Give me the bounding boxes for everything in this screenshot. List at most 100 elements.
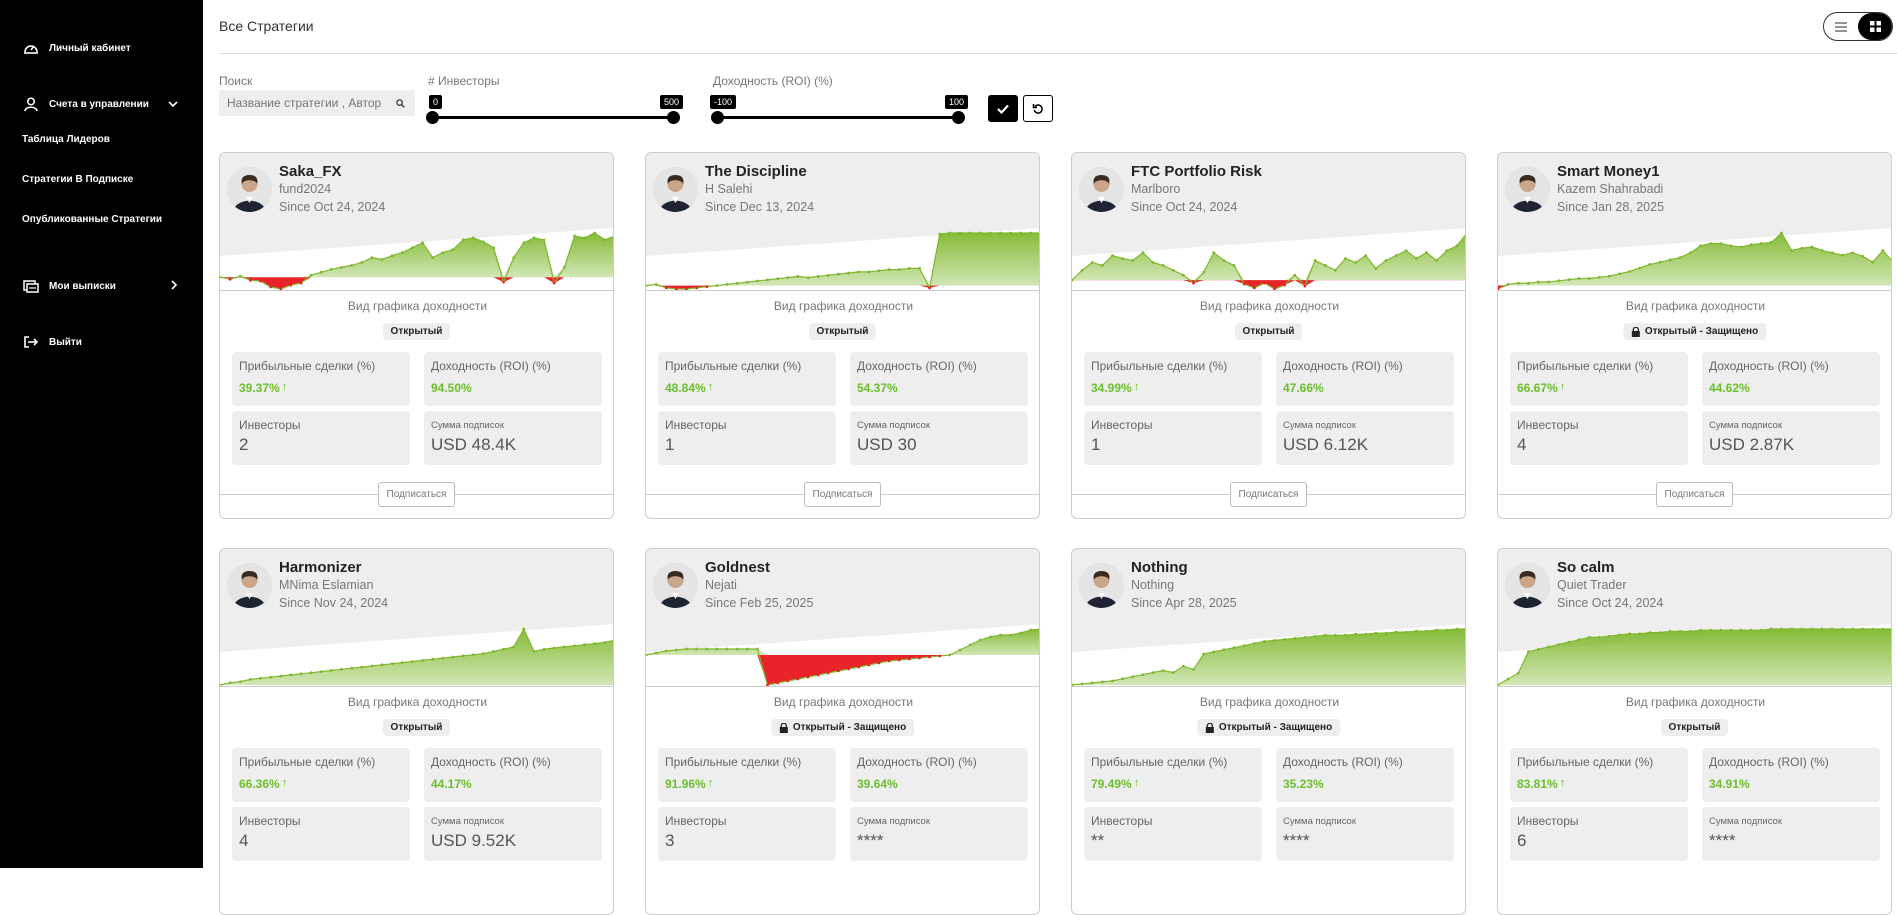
stat-value: 1 xyxy=(1091,435,1100,455)
stat-value: 34.99%↑ xyxy=(1091,381,1139,395)
slider-max-handle[interactable] xyxy=(667,111,680,124)
chart-point xyxy=(1649,263,1652,266)
chart-point xyxy=(726,283,729,286)
stat-value: 6 xyxy=(1517,831,1526,851)
subscribe-button[interactable]: Подписаться xyxy=(378,482,456,507)
chart-point xyxy=(786,276,789,279)
strategy-author: Nejati xyxy=(705,578,737,592)
sidebar-item-managed-accounts[interactable]: Счета в управлении xyxy=(22,96,192,112)
positive-area xyxy=(1498,233,1892,286)
subscribe-button[interactable]: Подписаться xyxy=(804,482,882,507)
check-icon xyxy=(997,104,1009,114)
chart-point xyxy=(563,646,566,649)
arrow-up-icon: ↑ xyxy=(708,381,714,393)
sidebar-item-label: Выйти xyxy=(49,337,82,348)
slider-max-handle[interactable] xyxy=(952,111,965,124)
chart-point xyxy=(1263,282,1266,285)
stat-value: ** xyxy=(1091,831,1104,851)
search-input[interactable] xyxy=(227,96,393,110)
sidebar-item-published-strategies[interactable]: Опубликованные Стратегии xyxy=(22,214,162,225)
view-toggle[interactable] xyxy=(1823,12,1893,41)
chevron-down-icon xyxy=(168,97,178,111)
chart-point xyxy=(1699,244,1702,247)
subscribe-button[interactable]: Подписаться xyxy=(1656,482,1734,507)
stat-value: **** xyxy=(1283,831,1309,851)
chart-title: Вид графика доходности xyxy=(646,299,1040,313)
chart-point xyxy=(1851,251,1854,254)
sidebar-item-subscribed-strategies[interactable]: Стратегии В Подписке xyxy=(22,174,133,185)
sidebar-item-dashboard[interactable]: Личный кабинет xyxy=(22,40,131,56)
chart-point xyxy=(1628,270,1631,273)
slider-min-handle[interactable] xyxy=(426,111,439,124)
strategy-name[interactable]: So calm xyxy=(1557,559,1615,576)
stat-value: 83.81%↑ xyxy=(1517,777,1565,791)
sidebar-item-statements[interactable]: Мои выписки xyxy=(22,278,192,294)
sidebar-item-leaderboard[interactable]: Таблица Лидеров xyxy=(22,134,110,145)
search-icon[interactable] xyxy=(393,96,407,110)
chart-point xyxy=(1709,629,1712,632)
stat-value: USD 2.87K xyxy=(1709,435,1794,455)
chart-point xyxy=(1861,255,1864,258)
roi-chart xyxy=(1072,231,1466,291)
stat-label: Сумма подписок xyxy=(1709,816,1782,827)
stat-label: Сумма подписок xyxy=(1709,420,1782,431)
chart-point xyxy=(695,648,698,651)
strategy-name[interactable]: Smart Money1 xyxy=(1557,163,1660,180)
roi-filter-label: Доходность (ROI) (%) xyxy=(713,74,833,88)
chart-point xyxy=(1709,242,1712,245)
chart-point xyxy=(1172,269,1175,272)
chart-point xyxy=(522,241,525,244)
chart-point xyxy=(1425,251,1428,254)
strategy-name[interactable]: FTC Portfolio Risk xyxy=(1131,163,1262,180)
chart-point xyxy=(1091,682,1094,685)
strategy-name[interactable]: The Discipline xyxy=(705,163,807,180)
chart-point xyxy=(472,653,475,656)
chart-point xyxy=(1730,629,1733,632)
strategy-name[interactable]: Goldnest xyxy=(705,559,770,576)
chart-point xyxy=(646,284,647,287)
chart-point xyxy=(665,287,668,290)
chart-point xyxy=(1131,259,1134,262)
stat-label: Прибыльные сделки (%) xyxy=(1517,359,1653,373)
sidebar-item-logout[interactable]: Выйти xyxy=(22,334,82,350)
investors-filter-label: # Инвесторы xyxy=(428,74,500,88)
roi-range-slider[interactable]: -100 100 xyxy=(711,92,965,122)
chart-point xyxy=(1283,638,1286,641)
grid-view-button[interactable] xyxy=(1858,13,1892,40)
stat-value: USD 9.52K xyxy=(431,831,516,851)
apply-filters-button[interactable] xyxy=(988,95,1018,122)
roi-chart xyxy=(646,231,1040,291)
chart-point xyxy=(1851,628,1854,631)
strategy-name[interactable]: Nothing xyxy=(1131,559,1188,576)
chart-point xyxy=(543,648,546,651)
slider-min-handle[interactable] xyxy=(711,111,724,124)
chart-point xyxy=(1871,628,1874,631)
stat-label: Прибыльные сделки (%) xyxy=(1517,755,1653,769)
chart-point xyxy=(938,655,941,658)
investors-range-slider[interactable]: 0 500 xyxy=(426,92,680,122)
stat-label: Инвесторы xyxy=(239,814,301,828)
chart-point xyxy=(1202,653,1205,656)
chart-point xyxy=(847,668,850,671)
chart-point xyxy=(1202,271,1205,274)
chart-point xyxy=(1527,650,1530,653)
chart-point xyxy=(1223,259,1226,262)
reset-filters-button[interactable] xyxy=(1023,95,1053,122)
strategy-name[interactable]: Saka_FX xyxy=(279,163,342,180)
chart-point xyxy=(1760,629,1763,632)
chart-point xyxy=(1588,277,1591,280)
subscribe-button[interactable]: Подписаться xyxy=(1230,482,1308,507)
list-view-button[interactable] xyxy=(1824,13,1858,40)
chart-point xyxy=(979,639,982,642)
strategy-name[interactable]: Harmonizer xyxy=(279,559,362,576)
stat-label: Прибыльные сделки (%) xyxy=(1091,755,1227,769)
